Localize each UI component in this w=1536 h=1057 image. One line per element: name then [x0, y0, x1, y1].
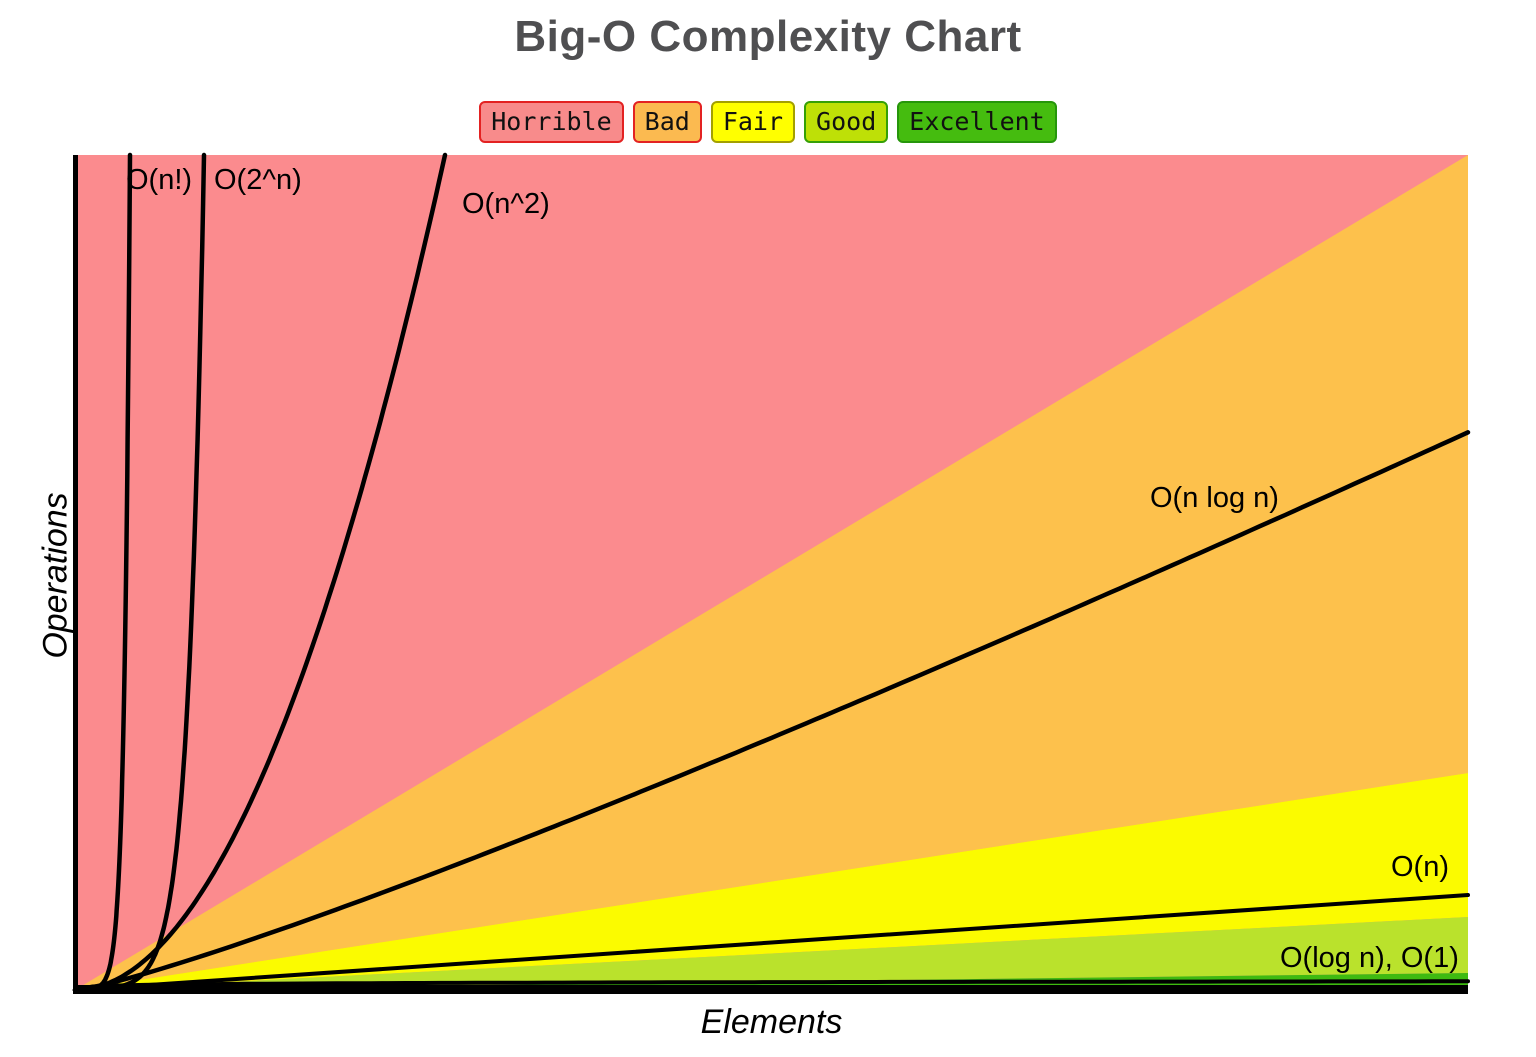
legend-badge-fair: Fair [710, 101, 796, 143]
label-o-log-n-o-1: O(log n), O(1) [1280, 942, 1459, 974]
curve-o-log-n [73, 979, 1470, 992]
label-o-n-factorial: O(n!) [126, 164, 193, 196]
chart-title: Big-O Complexity Chart [514, 12, 1022, 61]
x-axis-line [73, 985, 1468, 994]
region-good [75, 917, 1468, 990]
label-o-n: O(n) [1391, 851, 1449, 883]
rating-legend: Horrible Bad Fair Good Excellent [0, 101, 1536, 143]
y-axis-line [73, 155, 78, 994]
label-o-n-log-n: O(n log n) [1150, 482, 1279, 514]
curve-o-n-squared [72, 152, 448, 993]
curve-o-n [73, 893, 1470, 992]
legend-badge-good: Good [804, 101, 889, 143]
legend-badge-bad: Bad [632, 101, 702, 143]
region-bad [75, 155, 1468, 990]
legend-badge-excellent: Excellent [897, 101, 1057, 143]
region-fair [75, 773, 1468, 990]
y-axis-title: Operations [36, 492, 75, 659]
curve-o-n-log-n [72, 430, 1471, 993]
legend-badge-horrible: Horrible [479, 101, 624, 143]
x-axis-title: Elements [700, 1003, 843, 1041]
label-o-2-pow-n: O(2^n) [214, 164, 302, 196]
label-o-n-squared: O(n^2) [462, 188, 550, 220]
